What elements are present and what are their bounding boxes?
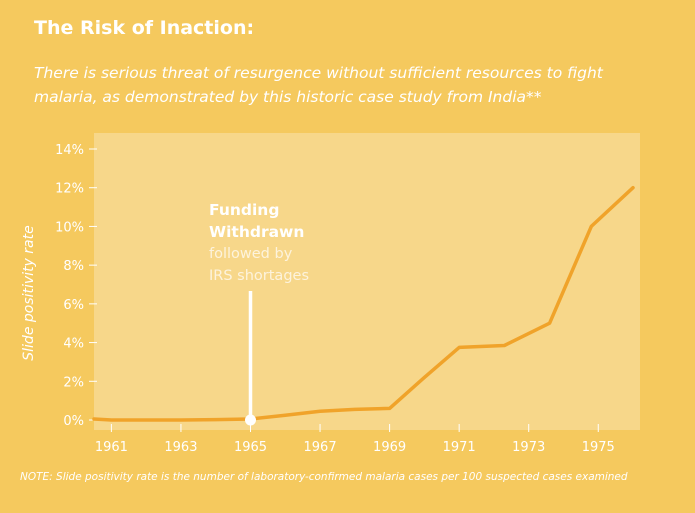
y-tick-label: 4% (63, 337, 84, 352)
funding-annotation: Funding Withdrawn followed by IRS shorta… (209, 199, 359, 287)
annotation-line-4: IRS shortages (209, 268, 309, 284)
footnote: NOTE: Slide positivity rate is the numbe… (20, 471, 628, 483)
y-tick-label: 2% (63, 375, 84, 390)
x-tick-label: 1963 (164, 440, 197, 455)
annotation-line-2: Withdrawn (209, 223, 305, 241)
x-tick-label: 1969 (373, 440, 406, 455)
x-tick-label: 1961 (95, 440, 128, 455)
y-tick-label: 14% (55, 143, 84, 158)
y-axis-ticks: 0% 2% 4% 6% 8% 10% 12% 14% (55, 143, 97, 429)
x-tick-label: 1965 (234, 440, 267, 455)
y-tick-label: 12% (55, 182, 84, 197)
plot-area (94, 133, 640, 430)
page-subtitle: There is serious threat of resurgence wi… (34, 64, 603, 106)
y-tick-label: 6% (63, 298, 84, 313)
x-tick-label: 1967 (304, 440, 337, 455)
x-tick-label: 1973 (512, 440, 545, 455)
x-axis-ticks: 1961 1963 1965 1967 1969 1971 1973 1975 (95, 424, 615, 455)
y-tick-label: 0% (63, 414, 84, 429)
y-axis-label: Slide positivity rate (21, 225, 37, 360)
x-tick-label: 1975 (582, 440, 615, 455)
y-tick-label: 10% (55, 220, 84, 235)
page-title: The Risk of Inaction: (34, 17, 255, 39)
series-line (92, 185, 635, 422)
annotation-marker (244, 414, 256, 426)
y-tick-label: 8% (63, 259, 84, 274)
annotation-line-3: followed by (209, 246, 293, 262)
x-tick-label: 1971 (443, 440, 476, 455)
annotation-line-1: Funding (209, 201, 280, 219)
